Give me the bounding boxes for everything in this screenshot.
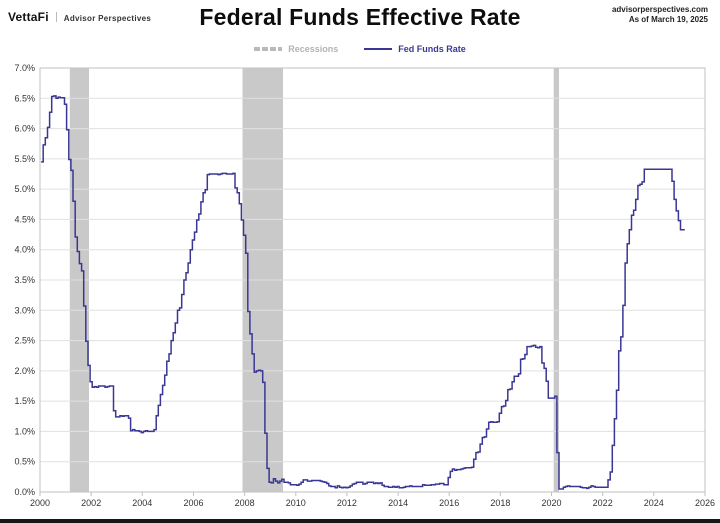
svg-text:4.0%: 4.0% bbox=[14, 245, 35, 255]
svg-text:2016: 2016 bbox=[439, 498, 459, 508]
svg-text:2.5%: 2.5% bbox=[14, 336, 35, 346]
svg-text:0.5%: 0.5% bbox=[14, 457, 35, 467]
svg-text:4.5%: 4.5% bbox=[14, 214, 35, 224]
legend-item-fed-funds-rate: Fed Funds Rate bbox=[364, 44, 466, 54]
svg-text:2024: 2024 bbox=[644, 498, 664, 508]
source-info: advisorperspectives.com As of March 19, … bbox=[612, 5, 708, 25]
recession-band-swatch-icon bbox=[254, 47, 283, 51]
as-of-date: As of March 19, 2025 bbox=[628, 15, 708, 24]
svg-text:2002: 2002 bbox=[81, 498, 101, 508]
svg-text:7.0%: 7.0% bbox=[14, 63, 35, 73]
svg-text:5.0%: 5.0% bbox=[14, 184, 35, 194]
svg-text:2004: 2004 bbox=[132, 498, 152, 508]
svg-text:2008: 2008 bbox=[235, 498, 255, 508]
fed-funds-line-swatch-icon bbox=[364, 48, 393, 50]
legend-fed-funds-label: Fed Funds Rate bbox=[398, 44, 466, 54]
legend-recessions-label: Recessions bbox=[288, 44, 339, 54]
svg-text:2014: 2014 bbox=[388, 498, 408, 508]
svg-text:2020: 2020 bbox=[541, 498, 561, 508]
source-url: advisorperspectives.com bbox=[611, 5, 708, 14]
svg-text:0.0%: 0.0% bbox=[14, 487, 35, 497]
svg-text:2026: 2026 bbox=[695, 498, 715, 508]
svg-text:2012: 2012 bbox=[337, 498, 357, 508]
svg-text:2010: 2010 bbox=[286, 498, 306, 508]
bottom-border bbox=[0, 519, 720, 523]
svg-text:1.0%: 1.0% bbox=[14, 426, 35, 436]
logo-divider bbox=[55, 12, 57, 22]
page-title: Federal Funds Effective Rate bbox=[199, 4, 521, 30]
svg-text:2.0%: 2.0% bbox=[14, 366, 35, 376]
svg-text:2018: 2018 bbox=[490, 498, 510, 508]
svg-text:3.0%: 3.0% bbox=[14, 305, 35, 315]
chart-legend: Recessions Fed Funds Rate bbox=[0, 44, 720, 54]
svg-text:2022: 2022 bbox=[593, 498, 613, 508]
legend-item-recessions: Recessions bbox=[254, 44, 338, 54]
svg-text:2000: 2000 bbox=[30, 498, 50, 508]
svg-text:5.5%: 5.5% bbox=[14, 154, 35, 164]
svg-text:3.5%: 3.5% bbox=[14, 275, 35, 285]
logo-advisor-perspectives-text: Advisor Perspectives bbox=[63, 14, 152, 23]
svg-text:6.0%: 6.0% bbox=[14, 124, 35, 134]
svg-text:2006: 2006 bbox=[183, 498, 203, 508]
svg-text:6.5%: 6.5% bbox=[14, 93, 35, 103]
svg-text:1.5%: 1.5% bbox=[14, 396, 35, 406]
vettafi-logo: VettaFi Advisor Perspectives bbox=[8, 10, 151, 24]
logo-vettafi-text: VettaFi bbox=[8, 10, 49, 24]
